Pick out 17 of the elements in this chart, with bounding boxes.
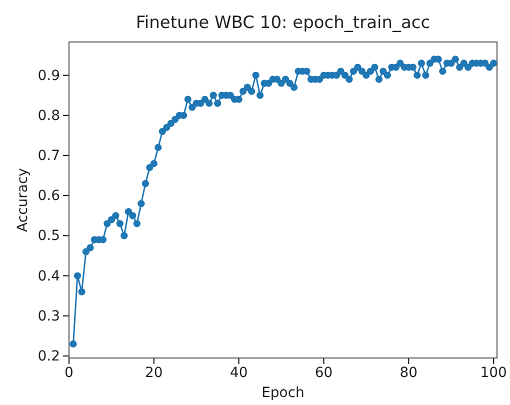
x-tick-label: 40 — [230, 364, 248, 381]
y-tick-label: 0.4 — [38, 268, 60, 284]
y-tick-label: 0.5 — [38, 228, 60, 244]
x-tick-label: 100 — [480, 364, 507, 381]
x-tick-label: 60 — [314, 364, 333, 381]
y-axis-title: Accuracy — [15, 168, 31, 232]
y-tick-label: 0.9 — [38, 68, 60, 84]
y-tick-label: 0.8 — [38, 108, 60, 124]
x-tick-label: 0 — [64, 364, 74, 381]
y-tick-label: 0.7 — [38, 148, 60, 164]
x-tick-label: 80 — [400, 364, 418, 381]
y-tick-label: 0.3 — [38, 308, 60, 324]
x-tick-label: 20 — [145, 364, 163, 381]
chart-title: Finetune WBC 10: epoch_train_acc — [136, 13, 430, 33]
y-tick-label: 0.6 — [38, 188, 60, 204]
x-axis-title: Epoch — [262, 385, 304, 401]
y-tick-label: 0.2 — [38, 348, 60, 364]
